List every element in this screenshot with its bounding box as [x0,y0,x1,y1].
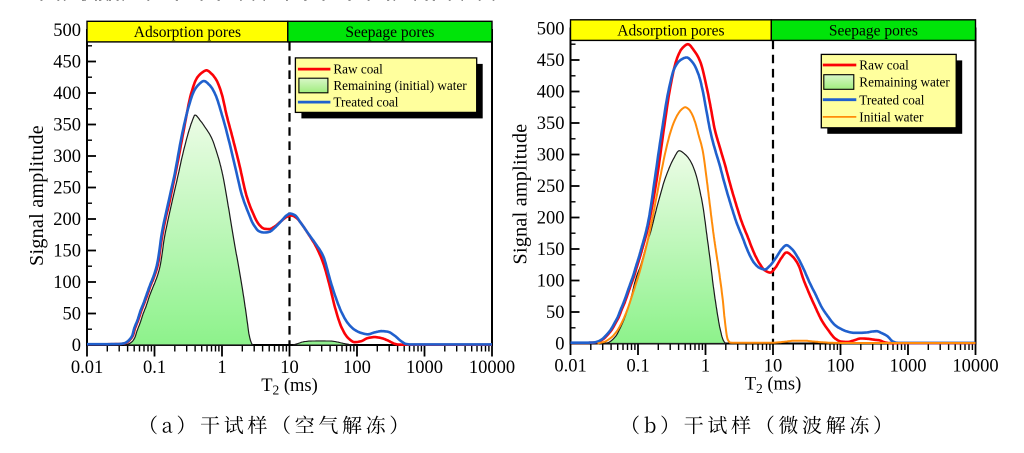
svg-text:300: 300 [537,146,565,166]
svg-text:250: 250 [537,177,565,197]
svg-text:Signal amplitude: Signal amplitude [26,125,48,266]
svg-text:100: 100 [343,358,371,378]
svg-text:T2 (ms): T2 (ms) [261,376,318,398]
svg-text:Initial water: Initial water [859,110,924,125]
svg-text:1: 1 [701,357,710,377]
svg-text:400: 400 [537,83,565,103]
svg-text:Adsorption pores: Adsorption pores [617,22,724,39]
svg-text:1000: 1000 [406,358,443,378]
svg-text:Seepage pores: Seepage pores [345,24,434,41]
svg-text:100: 100 [827,357,855,377]
svg-text:0.01: 0.01 [554,357,586,377]
svg-text:Raw coal: Raw coal [333,62,383,77]
svg-text:150: 150 [537,240,565,260]
svg-text:50: 50 [546,303,565,323]
svg-text:Treated coal: Treated coal [859,92,924,107]
svg-text:Treated coal: Treated coal [333,95,398,110]
svg-text:500: 500 [53,21,81,41]
svg-text:0: 0 [555,335,564,355]
svg-text:10: 10 [764,357,783,377]
svg-text:150: 150 [53,242,81,262]
svg-text:10000: 10000 [469,358,515,378]
svg-text:Adsorption pores: Adsorption pores [134,24,241,41]
svg-text:Remaining water: Remaining water [859,75,950,90]
svg-text:100: 100 [537,272,565,292]
svg-text:500: 500 [537,20,565,40]
svg-text:Signal amplitude: Signal amplitude [510,124,532,265]
svg-text:300: 300 [53,147,81,167]
svg-text:Remaining (initial) water: Remaining (initial) water [333,78,467,93]
svg-text:Seepage pores: Seepage pores [829,22,918,39]
svg-text:350: 350 [53,116,81,136]
svg-text:100: 100 [53,273,81,293]
svg-text:400: 400 [53,84,81,104]
svg-text:0: 0 [72,336,81,356]
svg-text:450: 450 [537,51,565,71]
svg-text:200: 200 [537,209,565,229]
svg-text:200: 200 [53,210,81,230]
svg-text:1000: 1000 [890,357,927,377]
svg-text:0.1: 0.1 [143,358,166,378]
svg-text:10: 10 [280,358,299,378]
svg-text:0.1: 0.1 [626,357,649,377]
svg-text:250: 250 [53,179,81,199]
svg-text:450: 450 [53,53,81,73]
svg-text:50: 50 [63,305,82,325]
svg-text:10000: 10000 [952,357,998,377]
svg-text:1: 1 [217,358,226,378]
svg-text:350: 350 [537,114,565,134]
svg-text:0.01: 0.01 [71,358,103,378]
svg-text:Raw coal: Raw coal [859,58,909,73]
svg-text:T2 (ms): T2 (ms) [745,375,802,397]
